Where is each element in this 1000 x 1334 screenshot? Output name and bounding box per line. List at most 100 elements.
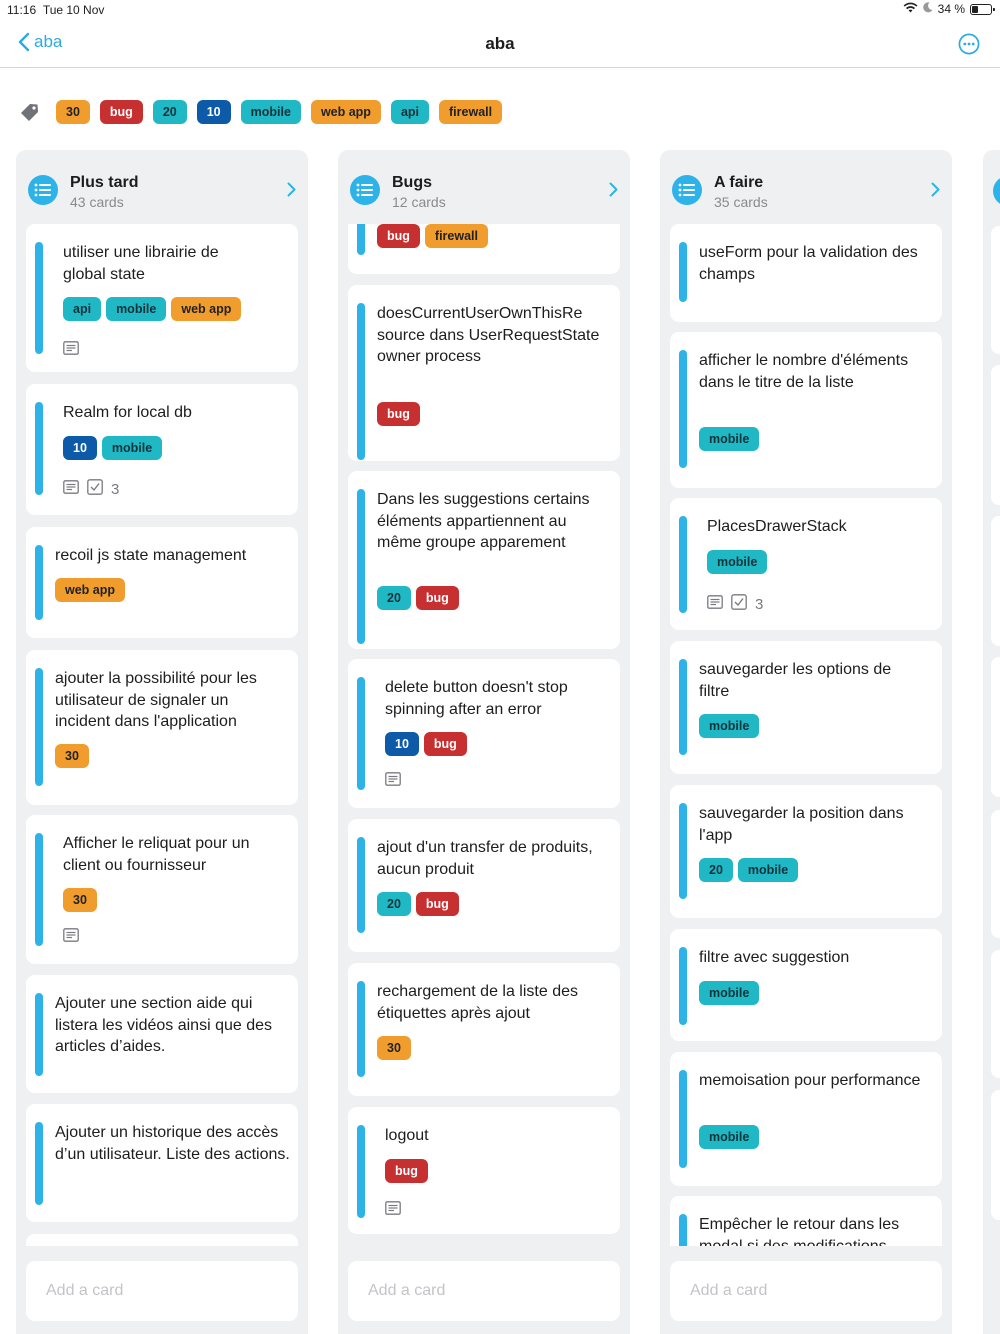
more-options-icon [958, 33, 980, 55]
card[interactable]: utiliser une librairie de global state ap… [26, 224, 298, 372]
card[interactable]: filtre avec suggestion mobile [670, 929, 942, 1041]
card-badges [63, 928, 79, 946]
card[interactable]: ajout d'un transfer de produits, aucun p… [348, 819, 620, 952]
label-chip: 20 [699, 858, 733, 882]
card[interactable]: recoil js state management web app [26, 527, 298, 638]
label-chip: 10 [385, 732, 419, 756]
card[interactable]: Realm for local db 10 mobile 3 [26, 384, 298, 515]
card-color-bar [35, 242, 43, 354]
card-title: Realm for local db [63, 404, 192, 421]
card-color-bar [35, 402, 43, 495]
card[interactable]: PlacesDrawerStack mobile 3 [670, 498, 942, 630]
card-color-bar [35, 993, 43, 1076]
card-color-bar [35, 545, 43, 620]
card-labels: 20 bug [377, 892, 459, 916]
filter-label-chip[interactable]: mobile [240, 100, 301, 124]
list-icon [28, 175, 58, 205]
card[interactable]: useForm pour la validation des champs [670, 224, 942, 322]
card-color-bar [35, 1122, 43, 1205]
label-chip: 20 [377, 586, 411, 610]
card[interactable]: rechargement de la liste des étiquettes … [348, 963, 620, 1096]
card[interactable]: memoisation pour performance mobile [670, 1052, 942, 1186]
battery-percent: 34 % [937, 2, 965, 16]
list-title: Plus tard [70, 174, 139, 191]
card-labels: mobile [699, 714, 760, 738]
label-chip: 20 [377, 892, 411, 916]
card[interactable]: Dans les suggestions certains éléments a… [348, 471, 620, 649]
filter-label-chip[interactable]: api [390, 100, 430, 124]
card[interactable]: Afficher le reliquat pour un client ou f… [26, 815, 298, 964]
filter-label-chip[interactable]: 20 [152, 100, 187, 124]
card[interactable]: delete button doesn't stop spinning afte… [348, 659, 620, 808]
tag-icon [20, 103, 39, 122]
list-title: A faire [714, 174, 764, 191]
card-title: filtre avec suggestion [699, 949, 850, 966]
card-title: ajouter la possibilité pour les utilisat… [55, 670, 257, 730]
card[interactable]: Ajouter une section aide qui listera les… [26, 975, 298, 1093]
card-color-bar [35, 833, 43, 946]
list-icon [672, 175, 702, 205]
card-color-bar [357, 837, 365, 933]
card-title: rechargement de la liste des étiquettes … [377, 983, 578, 1022]
card-labels: 30 [55, 744, 89, 768]
card-title: useForm pour la validation des champs [699, 244, 918, 283]
card[interactable]: sauvegarder la position dans l'app 20 mobi… [670, 785, 942, 918]
list-title: Bugs [392, 174, 432, 191]
card-labels: mobile [699, 427, 760, 451]
card[interactable]: afficher le nombre d'éléments dans le ti… [670, 332, 942, 488]
filter-label-chip[interactable]: 10 [196, 100, 231, 124]
card-labels: mobile [707, 550, 768, 574]
card-title: utiliser une librairie de global state [63, 244, 219, 283]
filter-label-chip[interactable]: web app [310, 100, 381, 124]
label-chip: mobile [699, 981, 760, 1005]
card[interactable]: sauvegarder les options de filtre mobile [670, 641, 942, 774]
card-labels: 20 bug [377, 586, 459, 610]
page-title: aba [485, 34, 515, 53]
checklist-icon [87, 479, 103, 499]
card[interactable]: bug firewall [348, 224, 620, 274]
label-chip: mobile [699, 714, 760, 738]
label-chip: mobile [699, 1125, 760, 1149]
filter-label-chip[interactable]: bug [99, 100, 143, 124]
card[interactable]: ajouter la possibilité pour les utilisat… [26, 650, 298, 805]
label-filter-bar: 30 bug 20 10 mobile web app api firewall [20, 100, 512, 124]
card-title: doesCurrentUserOwnThisRe source dans Use… [377, 305, 600, 365]
label-chip: bug [415, 586, 459, 610]
list-header[interactable]: Plus tard 43 cards [28, 174, 300, 212]
chevron-right-icon[interactable] [287, 182, 296, 202]
add-card-input[interactable]: Add a card [670, 1261, 942, 1321]
add-card-input[interactable]: Add a card [348, 1261, 620, 1321]
filter-label-chip[interactable]: firewall [439, 100, 503, 124]
card-color-bar [679, 947, 687, 1025]
list-column-next[interactable] [983, 150, 1000, 1334]
chevron-right-icon[interactable] [931, 182, 940, 202]
card-color-bar [679, 803, 687, 899]
card-color-bar [357, 224, 365, 255]
card[interactable] [26, 1234, 298, 1246]
list-card-count: 43 cards [70, 194, 124, 210]
add-card-input[interactable]: Add a card [26, 1261, 298, 1321]
card[interactable]: Ajouter un historique des accès d’un uti… [26, 1104, 298, 1222]
card[interactable]: doesCurrentUserOwnThisRe source dans Use… [348, 285, 620, 461]
more-button[interactable] [958, 33, 980, 60]
card-labels: 30 [377, 1036, 411, 1060]
card-badges [63, 341, 79, 359]
card-title: Ajouter une section aide qui listera les… [55, 995, 273, 1055]
card-labels: bug [377, 402, 420, 426]
card[interactable]: logout bug [348, 1107, 620, 1234]
label-chip: mobile [106, 297, 167, 321]
filter-label-chip[interactable]: 30 [56, 100, 90, 124]
card-title: Afficher le reliquat pour un client ou f… [63, 835, 250, 874]
card-labels: mobile [699, 1125, 760, 1149]
list-header[interactable]: A faire 35 cards [672, 174, 944, 212]
card-labels: api mobile web app [63, 297, 242, 321]
card-labels: bug [385, 1159, 428, 1183]
list-header[interactable]: Bugs 12 cards [350, 174, 622, 212]
label-chip: mobile [737, 858, 799, 882]
back-button[interactable]: aba [18, 32, 62, 52]
list-card-count: 35 cards [714, 194, 768, 210]
card[interactable]: Empêcher le retour dans les modal si des… [670, 1196, 942, 1246]
chevron-right-icon[interactable] [609, 182, 618, 202]
card-title: PlacesDrawerStack [707, 518, 847, 535]
list-column-a-faire: A faire 35 cards useForm pour la validatio… [660, 150, 952, 1334]
